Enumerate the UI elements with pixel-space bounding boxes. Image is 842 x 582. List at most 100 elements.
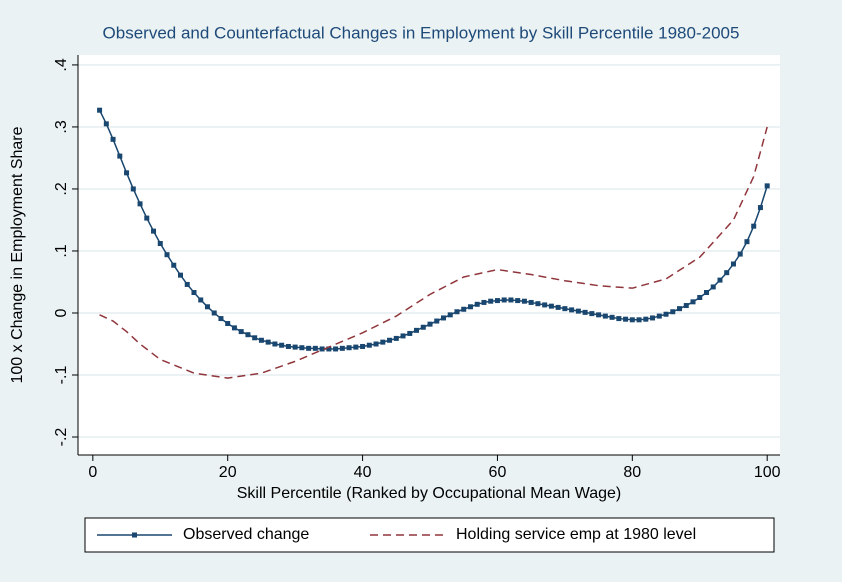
point-marker (461, 306, 467, 312)
point-marker (151, 228, 157, 234)
y-axis-title: 100 x Change in Employment Share (9, 126, 26, 383)
x-axis-title: Skill Percentile (Ranked by Occupational… (237, 485, 621, 502)
point-marker (447, 312, 453, 318)
point-marker (521, 298, 527, 304)
point-marker (703, 290, 709, 296)
point-marker (285, 343, 291, 349)
point-marker (346, 345, 352, 351)
point-marker (414, 327, 420, 333)
point-marker (178, 272, 184, 278)
point-marker (393, 335, 399, 341)
point-marker (542, 302, 548, 308)
point-marker (690, 299, 696, 305)
point-marker (434, 318, 440, 324)
point-marker (488, 298, 494, 304)
point-marker (184, 281, 190, 287)
x-tick-label: 20 (219, 464, 237, 481)
point-marker (218, 316, 224, 322)
point-marker (501, 297, 507, 303)
point-marker (757, 205, 763, 211)
y-tick-label: .3 (53, 120, 70, 133)
point-marker (724, 270, 730, 276)
point-marker (697, 294, 703, 300)
point-marker (467, 304, 473, 310)
point-marker (717, 277, 723, 283)
point-marker (663, 311, 669, 317)
point-marker (744, 239, 750, 245)
point-marker (272, 341, 278, 347)
point-marker (265, 339, 271, 345)
point-marker (623, 316, 629, 322)
point-marker (737, 251, 743, 257)
y-tick-label: .4 (53, 58, 70, 71)
point-marker (609, 314, 615, 320)
legend-label: Holding service emp at 1980 level (456, 526, 696, 543)
point-marker (387, 337, 393, 343)
point-marker (137, 201, 143, 207)
point-marker (144, 215, 150, 221)
point-marker (562, 306, 568, 312)
chart-title: Observed and Counterfactual Changes in E… (103, 23, 740, 42)
x-tick-label: 60 (489, 464, 507, 481)
point-marker (528, 299, 534, 305)
point-marker (751, 223, 757, 229)
point-marker (629, 317, 635, 323)
point-marker (643, 316, 649, 322)
point-marker (582, 309, 588, 315)
point-marker (494, 298, 500, 304)
point-marker (225, 321, 231, 327)
point-marker (164, 252, 170, 258)
y-tick-label: -.2 (53, 428, 70, 447)
point-marker (407, 330, 413, 336)
point-marker (171, 262, 177, 268)
point-marker (333, 346, 339, 352)
point-marker (683, 303, 689, 309)
point-marker (157, 241, 163, 247)
point-marker (636, 317, 642, 323)
point-marker (548, 303, 554, 309)
point-marker (130, 186, 136, 192)
point-marker (481, 299, 487, 305)
point-marker (245, 332, 251, 338)
point-marker (420, 324, 426, 330)
y-tick-label: 0 (53, 308, 70, 317)
point-marker (515, 298, 521, 304)
point-marker (616, 316, 622, 322)
legend-marker (132, 532, 137, 538)
point-marker (596, 312, 602, 318)
point-marker (238, 329, 244, 335)
point-marker (650, 315, 656, 321)
y-tick-label: -.1 (53, 366, 70, 385)
point-marker (730, 261, 736, 267)
point-marker (124, 170, 130, 176)
point-marker (360, 343, 366, 349)
point-marker (292, 344, 298, 350)
y-tick-label: .1 (53, 244, 70, 257)
legend-label: Observed change (183, 526, 309, 543)
series-line (98, 109, 768, 350)
point-marker (117, 153, 123, 159)
point-marker (299, 345, 305, 351)
point-marker (366, 342, 372, 348)
point-marker (710, 284, 716, 290)
point-marker (555, 304, 561, 310)
point-marker (306, 345, 312, 351)
point-marker (380, 339, 386, 345)
point-marker (764, 183, 770, 189)
point-marker (339, 345, 345, 351)
point-marker (211, 310, 217, 316)
point-marker (569, 307, 575, 313)
x-tick-label: 100 (754, 464, 781, 481)
plot-area (78, 55, 780, 455)
point-marker (353, 344, 359, 350)
point-marker (319, 346, 325, 352)
point-marker (440, 315, 446, 321)
point-marker (252, 335, 258, 341)
point-marker (575, 308, 581, 314)
x-tick-label: 40 (354, 464, 372, 481)
point-marker (373, 341, 379, 347)
point-marker (258, 337, 264, 343)
x-tick-label: 0 (88, 464, 97, 481)
point-marker (400, 333, 406, 339)
